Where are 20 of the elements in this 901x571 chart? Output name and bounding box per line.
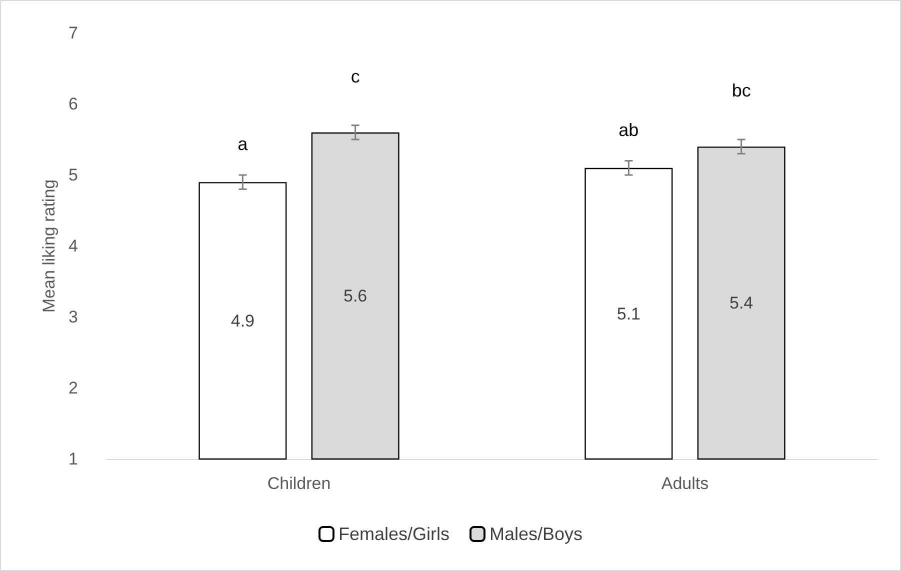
y-tick-label: 5 bbox=[68, 166, 78, 184]
y-tick-label: 3 bbox=[68, 308, 78, 326]
annotation: ab bbox=[618, 120, 639, 140]
data-label: 4.9 bbox=[230, 311, 254, 330]
y-tick-label: 4 bbox=[68, 236, 78, 256]
annotation: c bbox=[350, 66, 360, 86]
y-tick-label: 6 bbox=[68, 94, 78, 114]
y-tick-label: 7 bbox=[68, 24, 78, 42]
data-label: 5.6 bbox=[344, 286, 368, 306]
y-axis-title: Mean liking rating bbox=[40, 179, 59, 313]
data-label: 5.1 bbox=[616, 304, 640, 324]
y-tick-label: 1 bbox=[68, 450, 78, 468]
annotation: bc bbox=[732, 80, 751, 100]
legend-label: Females/Girls bbox=[338, 524, 450, 544]
x-tick-label: Adults bbox=[661, 474, 709, 493]
y-tick-label: 2 bbox=[68, 378, 78, 398]
legend-label: Males/Boys bbox=[489, 524, 583, 544]
annotation: a bbox=[238, 134, 249, 154]
data-label: 5.4 bbox=[730, 294, 754, 313]
x-tick-label: Children bbox=[267, 474, 331, 493]
